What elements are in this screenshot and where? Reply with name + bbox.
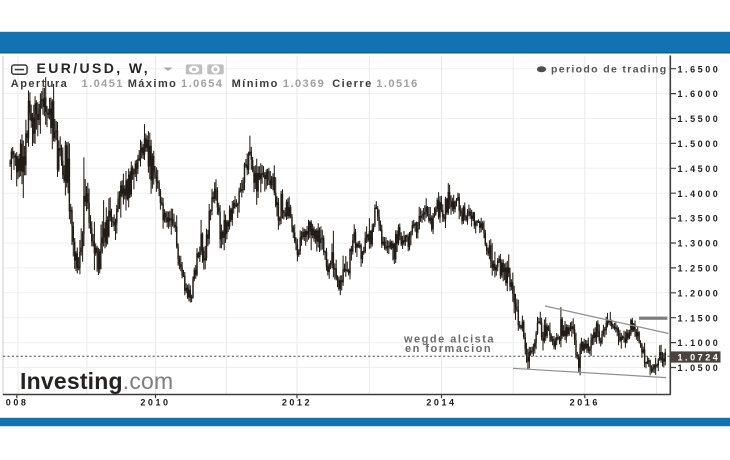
svg-text:EUR/USD, W,: EUR/USD, W, — [37, 60, 151, 76]
svg-text:1.4000: 1.4000 — [678, 189, 721, 199]
svg-text:1.6500: 1.6500 — [678, 64, 721, 74]
svg-text:1.6000: 1.6000 — [678, 89, 721, 99]
svg-text:1.3000: 1.3000 — [678, 239, 721, 249]
svg-text:1.4500: 1.4500 — [678, 164, 721, 174]
svg-text:1.0500: 1.0500 — [678, 363, 721, 373]
svg-text:2014: 2014 — [426, 398, 456, 408]
svg-text:1.1000: 1.1000 — [678, 338, 721, 348]
svg-text:1.1500: 1.1500 — [678, 313, 721, 323]
svg-text:2016: 2016 — [570, 398, 600, 408]
svg-text:008: 008 — [6, 398, 29, 408]
svg-text:1.0724: 1.0724 — [678, 353, 721, 363]
svg-text:Investing.com: Investing.com — [20, 368, 173, 394]
svg-text:wegde alcista: wegde alcista — [403, 334, 495, 346]
svg-text:1.2500: 1.2500 — [678, 264, 721, 274]
svg-text:en formacion: en formacion — [405, 343, 492, 355]
svg-text:periodo de trading: periodo de trading — [551, 64, 667, 76]
svg-text:2010: 2010 — [140, 398, 170, 408]
svg-text:2012: 2012 — [282, 398, 312, 408]
svg-text:1.5500: 1.5500 — [678, 114, 721, 124]
svg-text:1.2000: 1.2000 — [678, 288, 721, 298]
svg-text:1.3500: 1.3500 — [678, 214, 721, 224]
svg-text:1.5000: 1.5000 — [678, 139, 721, 149]
